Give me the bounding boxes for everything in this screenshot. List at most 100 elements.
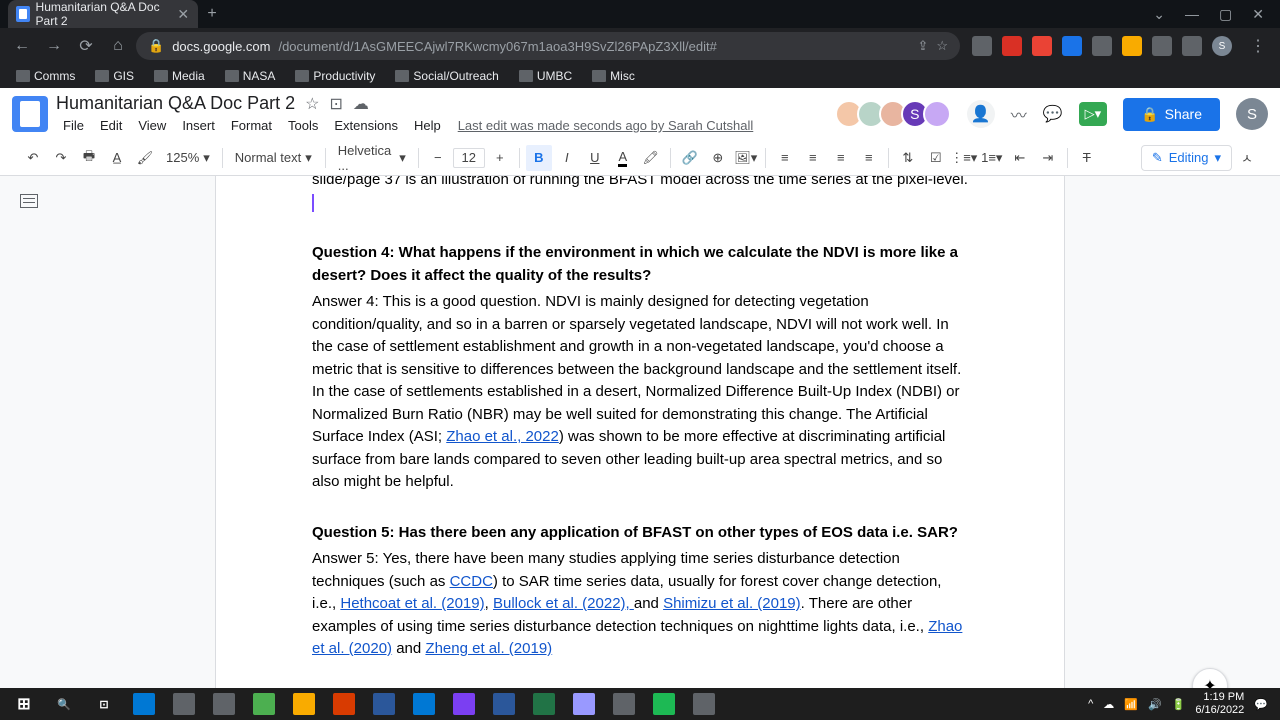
extension-icon[interactable] [1152, 36, 1172, 56]
text-color-button[interactable]: A [610, 145, 636, 171]
menu-tools[interactable]: Tools [281, 116, 325, 135]
chevron-down-icon[interactable]: ⌄ [1153, 6, 1165, 23]
redo-button[interactable]: ↷ [48, 145, 74, 171]
citation-link[interactable]: CCDC [450, 573, 493, 590]
taskbar-app[interactable] [644, 688, 684, 720]
profile-icon[interactable]: S [1212, 36, 1232, 56]
extension-icon[interactable] [1182, 36, 1202, 56]
url-field[interactable]: 🔒 docs.google.com/document/d/1AsGMEECAjw… [136, 32, 960, 60]
edit-history-link[interactable]: Last edit was made seconds ago by Sarah … [450, 116, 762, 135]
citation-link[interactable]: Bullock et al. (2022), [493, 595, 634, 612]
bookmark-item[interactable]: Comms [8, 67, 83, 85]
paint-format-button[interactable]: 🖌 [132, 145, 158, 171]
taskbar-app[interactable] [284, 688, 324, 720]
indent-increase-button[interactable]: ⇥ [1035, 145, 1061, 171]
extension-icon[interactable] [1092, 36, 1112, 56]
taskbar-app[interactable] [444, 688, 484, 720]
menu-extensions[interactable]: Extensions [327, 116, 405, 135]
share-button[interactable]: 🔒 Share [1123, 98, 1220, 131]
image-button[interactable]: 🖼▾ [733, 145, 759, 171]
activity-icon[interactable]: 〰 [1011, 102, 1027, 126]
notification-icon[interactable]: 💬 [1254, 698, 1268, 711]
zoom-select[interactable]: 125% ▾ [160, 146, 216, 170]
taskbar-app[interactable] [484, 688, 524, 720]
style-select[interactable]: Normal text ▾ [229, 146, 319, 170]
extension-icon[interactable] [1032, 36, 1052, 56]
extension-icon[interactable] [972, 36, 992, 56]
bookmark-item[interactable]: Media [146, 67, 213, 85]
bookmark-item[interactable]: Productivity [287, 67, 383, 85]
minimize-icon[interactable]: — [1185, 6, 1199, 23]
highlight-button[interactable]: 🖍 [638, 145, 664, 171]
wifi-icon[interactable]: 📶 [1124, 698, 1138, 711]
tab-close-icon[interactable]: ✕ [176, 6, 190, 22]
docs-logo-icon[interactable] [12, 96, 48, 132]
extension-icon[interactable] [1062, 36, 1082, 56]
start-button[interactable]: ⊞ [4, 688, 44, 720]
back-button[interactable]: ← [8, 32, 36, 60]
forward-button[interactable]: → [40, 32, 68, 60]
citation-link[interactable]: Shimizu et al. (2019) [663, 595, 801, 612]
print-button[interactable]: 🖶 [76, 145, 102, 171]
clock[interactable]: 1:19 PM 6/16/2022 [1195, 691, 1244, 717]
bookmark-item[interactable]: Misc [584, 67, 643, 85]
align-right-button[interactable]: ≡ [828, 145, 854, 171]
taskbar-app[interactable] [524, 688, 564, 720]
font-select[interactable]: Helvetica ... ▾ [332, 146, 412, 170]
extension-icon[interactable] [1002, 36, 1022, 56]
citation-link[interactable]: Zhao et al., 2022 [446, 428, 559, 445]
bookmark-item[interactable]: UMBC [511, 67, 580, 85]
menu-edit[interactable]: Edit [93, 116, 129, 135]
taskbar-app[interactable] [684, 688, 724, 720]
bookmark-item[interactable]: Social/Outreach [387, 67, 506, 85]
tray-chevron-icon[interactable]: ^ [1088, 698, 1093, 710]
add-comment-button[interactable]: ⊕ [705, 145, 731, 171]
close-icon[interactable]: ✕ [1252, 6, 1264, 23]
comment-icon[interactable]: 💬 [1043, 104, 1063, 124]
meet-icon[interactable]: ▷▾ [1079, 102, 1108, 126]
document-title[interactable]: Humanitarian Q&A Doc Part 2 [56, 93, 295, 114]
share-url-icon[interactable]: ⇪ [917, 38, 928, 54]
task-view-button[interactable]: ⊡ [84, 688, 124, 720]
collapse-button[interactable]: ㅅ [1234, 145, 1260, 171]
italic-button[interactable]: I [554, 145, 580, 171]
outline-icon[interactable] [20, 194, 38, 208]
citation-link[interactable]: Hethcoat et al. (2019) [340, 595, 484, 612]
font-increase-button[interactable]: + [487, 145, 513, 171]
browser-tab[interactable]: Humanitarian Q&A Doc Part 2 ✕ [8, 0, 198, 28]
battery-icon[interactable]: 🔋 [1172, 698, 1186, 711]
align-justify-button[interactable]: ≡ [856, 145, 882, 171]
editing-mode-button[interactable]: ✎ Editing ▾ [1141, 145, 1232, 171]
line-spacing-button[interactable]: ⇅ [895, 145, 921, 171]
cloud-icon[interactable]: ☁ [1103, 698, 1114, 711]
menu-insert[interactable]: Insert [175, 116, 222, 135]
bold-button[interactable]: B [526, 145, 552, 171]
new-tab-button[interactable]: + [198, 0, 226, 28]
align-left-button[interactable]: ≡ [772, 145, 798, 171]
star-icon[interactable]: ☆ [305, 94, 319, 114]
menu-view[interactable]: View [131, 116, 173, 135]
menu-help[interactable]: Help [407, 116, 448, 135]
add-user-icon[interactable]: 👤 [967, 100, 995, 128]
citation-link[interactable]: Zheng et al. (2019) [425, 640, 552, 657]
bookmark-item[interactable]: NASA [217, 67, 284, 85]
align-center-button[interactable]: ≡ [800, 145, 826, 171]
clear-format-button[interactable]: T [1074, 145, 1100, 171]
star-icon[interactable]: ☆ [936, 38, 948, 54]
maximize-icon[interactable]: ▢ [1219, 6, 1232, 23]
collaborator-avatar[interactable] [923, 100, 951, 128]
undo-button[interactable]: ↶ [20, 145, 46, 171]
user-avatar[interactable]: S [1236, 98, 1268, 130]
taskbar-app[interactable] [364, 688, 404, 720]
search-button[interactable]: 🔍 [44, 688, 84, 720]
cloud-icon[interactable]: ☁ [353, 94, 369, 114]
taskbar-app[interactable] [404, 688, 444, 720]
numbered-list-button[interactable]: 1≡▾ [979, 145, 1005, 171]
taskbar-app[interactable] [564, 688, 604, 720]
bookmark-item[interactable]: GIS [87, 67, 142, 85]
taskbar-app[interactable] [324, 688, 364, 720]
home-button[interactable]: ⌂ [104, 32, 132, 60]
document-page[interactable]: slide/page 37 is an illustration of runn… [215, 176, 1065, 720]
reload-button[interactable]: ⟳ [72, 32, 100, 60]
underline-button[interactable]: U [582, 145, 608, 171]
